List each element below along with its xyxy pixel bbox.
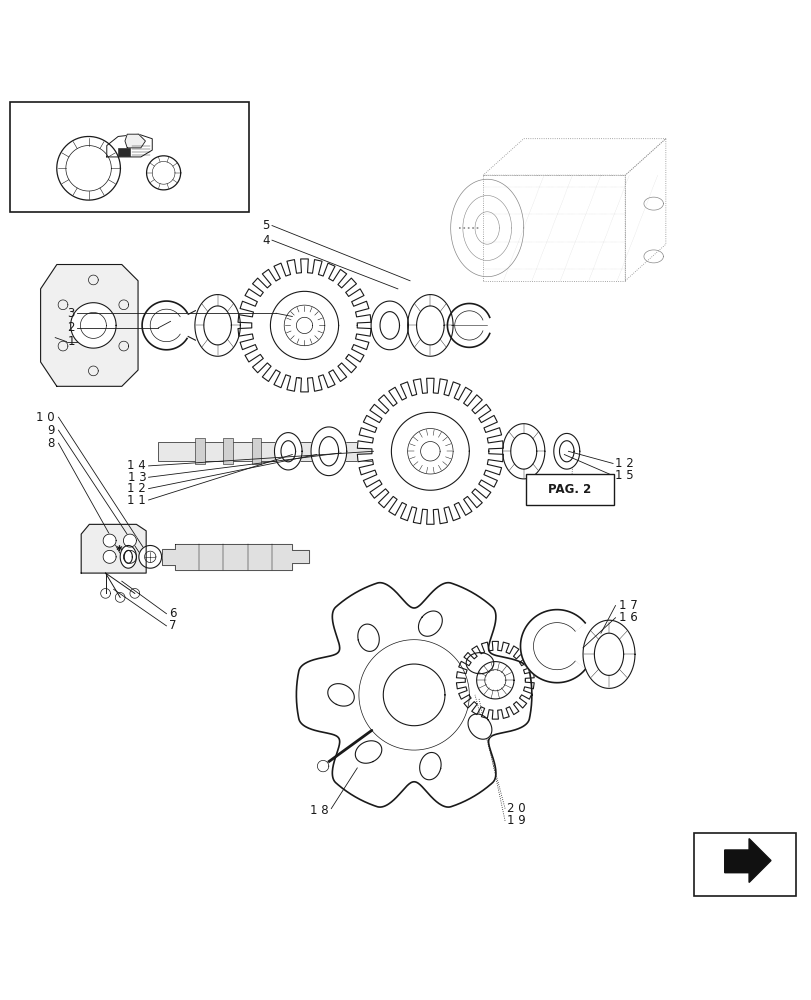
Polygon shape xyxy=(71,303,116,348)
Bar xyxy=(251,438,261,464)
Polygon shape xyxy=(371,301,408,350)
Text: 6: 6 xyxy=(169,607,176,620)
Polygon shape xyxy=(142,301,187,350)
Polygon shape xyxy=(103,534,116,547)
Text: 1 0: 1 0 xyxy=(36,411,54,424)
Bar xyxy=(195,438,204,464)
Polygon shape xyxy=(467,714,491,739)
Bar xyxy=(10,102,249,212)
Polygon shape xyxy=(81,524,146,573)
Text: 1 3: 1 3 xyxy=(127,471,146,484)
Text: 1 4: 1 4 xyxy=(127,459,146,472)
Bar xyxy=(223,438,233,464)
Text: 5: 5 xyxy=(262,219,269,232)
Text: 1 5: 1 5 xyxy=(615,469,633,482)
Bar xyxy=(526,474,613,505)
Polygon shape xyxy=(41,265,138,386)
Text: 1 6: 1 6 xyxy=(618,611,637,624)
Text: 1 2: 1 2 xyxy=(615,457,633,470)
Text: 1 8: 1 8 xyxy=(310,804,328,817)
Polygon shape xyxy=(723,839,770,882)
Text: 1 9: 1 9 xyxy=(507,814,526,827)
Polygon shape xyxy=(125,134,145,148)
Polygon shape xyxy=(520,610,585,683)
Polygon shape xyxy=(328,684,354,706)
Text: 1 7: 1 7 xyxy=(618,599,637,612)
Polygon shape xyxy=(407,295,453,356)
Polygon shape xyxy=(391,412,469,490)
Text: 1 2: 1 2 xyxy=(127,482,146,495)
Polygon shape xyxy=(139,545,161,568)
Polygon shape xyxy=(582,620,634,688)
Polygon shape xyxy=(120,545,136,568)
Polygon shape xyxy=(553,433,579,469)
Bar xyxy=(280,438,290,464)
Polygon shape xyxy=(270,291,338,360)
Text: 1: 1 xyxy=(67,335,75,348)
Text: 2 0: 2 0 xyxy=(507,802,526,815)
Polygon shape xyxy=(311,427,346,476)
Polygon shape xyxy=(195,295,240,356)
Polygon shape xyxy=(355,741,381,763)
Polygon shape xyxy=(238,259,371,392)
Polygon shape xyxy=(418,611,442,636)
Polygon shape xyxy=(317,760,328,772)
Polygon shape xyxy=(357,378,503,524)
Text: 8: 8 xyxy=(47,437,54,450)
Polygon shape xyxy=(274,433,302,470)
Text: 9: 9 xyxy=(47,424,54,437)
Polygon shape xyxy=(476,662,513,699)
Text: ✱: ✱ xyxy=(116,544,122,553)
Polygon shape xyxy=(123,534,136,547)
Polygon shape xyxy=(358,624,379,651)
Polygon shape xyxy=(296,583,531,807)
Bar xyxy=(118,148,129,156)
Polygon shape xyxy=(162,544,308,570)
Polygon shape xyxy=(107,134,152,157)
Polygon shape xyxy=(383,664,444,726)
Bar xyxy=(158,442,426,461)
Polygon shape xyxy=(123,550,136,563)
Text: 1 1: 1 1 xyxy=(127,493,146,506)
Text: 7: 7 xyxy=(169,619,176,632)
Bar xyxy=(693,833,795,896)
Text: 2: 2 xyxy=(67,321,75,334)
Text: PAG. 2: PAG. 2 xyxy=(547,483,591,496)
Text: 4: 4 xyxy=(262,234,269,247)
Text: 3: 3 xyxy=(67,307,75,320)
Polygon shape xyxy=(419,752,440,780)
Polygon shape xyxy=(502,424,544,479)
Polygon shape xyxy=(466,653,493,674)
Polygon shape xyxy=(456,641,534,719)
Polygon shape xyxy=(103,550,116,563)
